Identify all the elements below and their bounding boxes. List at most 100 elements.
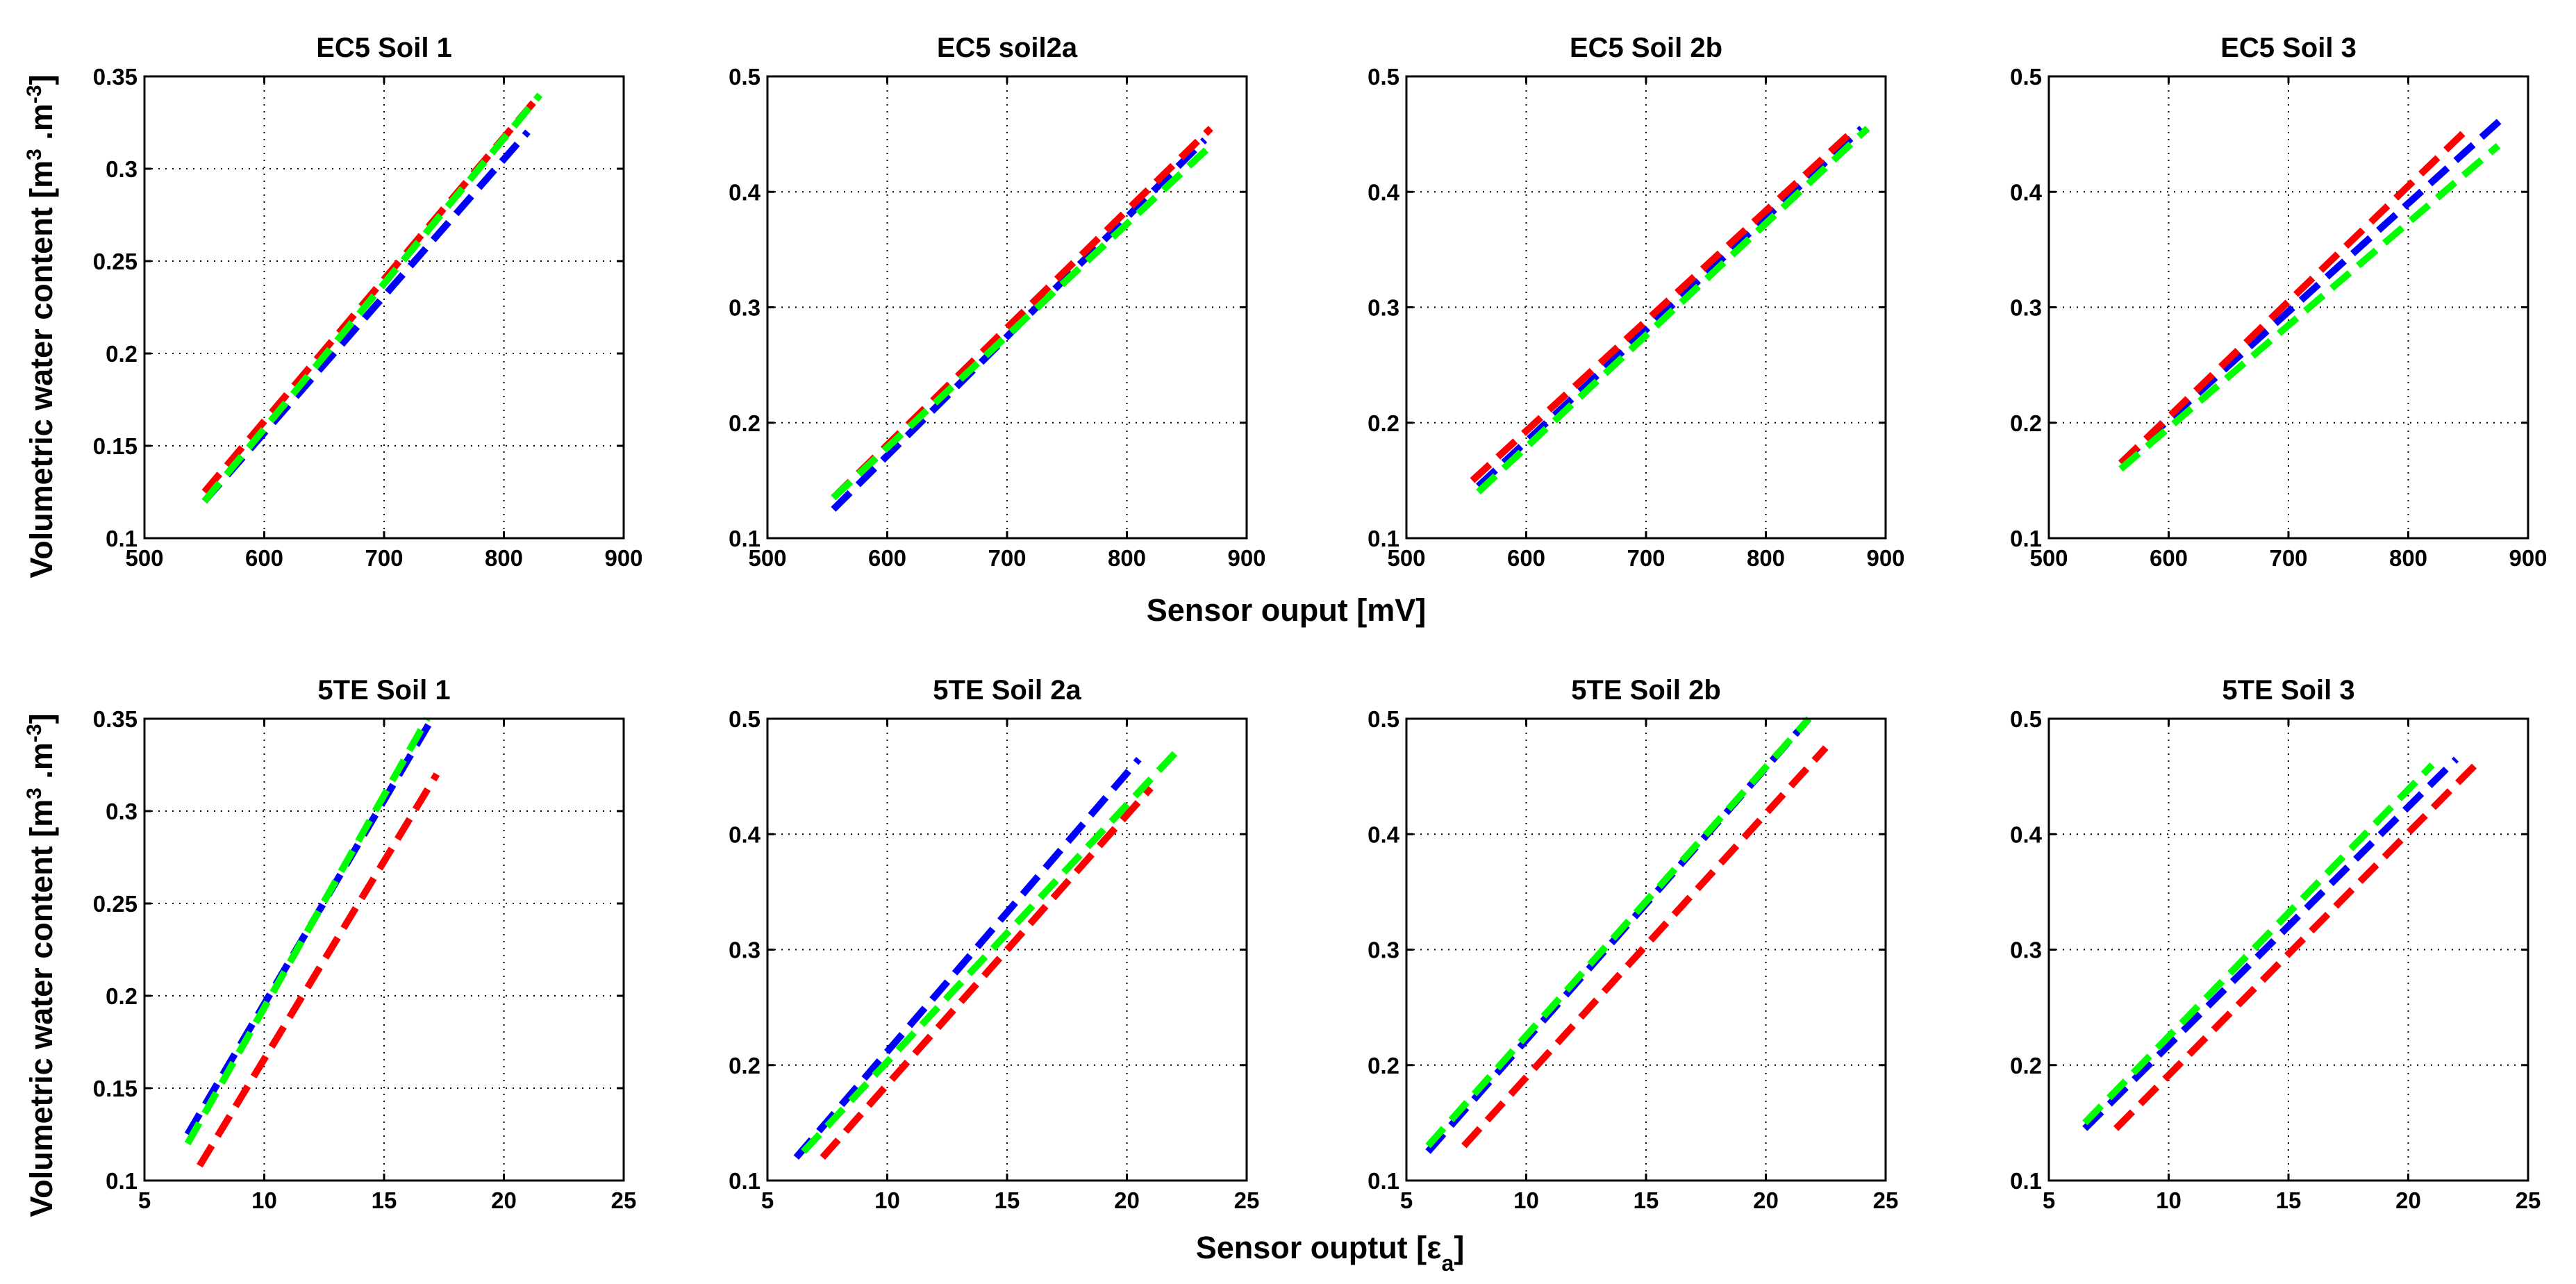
panel-title: EC5 Soil 3 xyxy=(2220,33,2357,63)
series-line-green xyxy=(2118,143,2501,472)
x-tick-label: 15 xyxy=(995,1187,1020,1213)
x-tick-label: 600 xyxy=(1507,545,1545,571)
y-tick-label: 0.2 xyxy=(729,410,761,436)
panel-title: 5TE Soil 1 xyxy=(317,675,450,706)
y-tick-label: 0.4 xyxy=(729,179,761,205)
y-tick-label: 0.2 xyxy=(106,983,138,1009)
x-tick-label: 5 xyxy=(761,1187,774,1213)
x-tick-label: 900 xyxy=(604,545,642,571)
y-tick-label: 0.3 xyxy=(106,156,138,182)
axes-background xyxy=(144,76,624,538)
y-tick-label: 0.2 xyxy=(1368,1053,1399,1078)
y-tick-label: 0.4 xyxy=(2010,822,2043,847)
x-tick-label: 600 xyxy=(868,545,906,571)
y-tick-label: 0.25 xyxy=(93,891,138,917)
y-tick-label: 0.5 xyxy=(729,706,761,732)
y-tick-label: 0.5 xyxy=(2010,706,2042,732)
series-line-green xyxy=(801,751,1178,1154)
x-tick-label: 800 xyxy=(1108,545,1146,571)
y-tick-label: 0.15 xyxy=(93,1076,138,1101)
y-tick-label: 0.3 xyxy=(2010,295,2042,321)
x-tick-label: 25 xyxy=(1234,1187,1260,1213)
y-tick-label: 0.3 xyxy=(1368,937,1399,963)
panel-title: 5TE Soil 2a xyxy=(933,675,1081,706)
x-tick-label: 10 xyxy=(874,1187,900,1213)
axes-background xyxy=(1406,719,1886,1181)
x-tick-label: 500 xyxy=(748,545,786,571)
x-tick-label: 20 xyxy=(491,1187,517,1213)
x-tick-label: 700 xyxy=(1627,545,1665,571)
panels: 500 600 700 800 9000.10.150.20.250.30.35EC5 … xyxy=(93,33,2548,1213)
y-tick-label: 0.2 xyxy=(106,341,138,367)
x-tick-label: 20 xyxy=(1753,1187,1779,1213)
x-tick-label: 500 xyxy=(125,545,163,571)
x-tick-label: 700 xyxy=(2269,545,2307,571)
series-line-green xyxy=(201,92,543,503)
panel-7: 5 10 15 20 25 0.1 0.2 0.3 0.4 0.5 5TE Soil 2b xyxy=(1368,675,1898,1213)
series-line-blue xyxy=(1476,126,1864,489)
x-tick-label: 15 xyxy=(2276,1187,2302,1213)
y-tick-label: 0.4 xyxy=(2010,179,2043,205)
series-line-green xyxy=(1425,716,1812,1149)
y-tick-label: 0.3 xyxy=(106,799,138,824)
y-tick-label: 0.3 xyxy=(2010,937,2042,963)
y-tick-label: 0.5 xyxy=(2010,64,2042,90)
panel-3: 500 600 700 800 900 0.1 0.2 0.3 0.4 0.5 EC5 Soil 2… xyxy=(1368,33,1904,571)
y-tick-label: 0.2 xyxy=(729,1053,761,1078)
panel-title: 5TE Soil 2b xyxy=(1571,675,1721,706)
x-tick-label: 5 xyxy=(138,1187,151,1213)
x-tick-label: 700 xyxy=(365,545,403,571)
series-line-red xyxy=(1470,126,1859,483)
panel-4: 500 600 700 800 900 0.1 0.2 0.3 0.4 0.5 EC5 Soil 3 xyxy=(2010,33,2547,571)
x-tick-label: 15 xyxy=(372,1187,397,1213)
x-tick-label: 25 xyxy=(2516,1187,2541,1213)
x-tick-label: 700 xyxy=(988,545,1026,571)
y-label-top: Volumetric water content [m3 .m-3] xyxy=(23,74,60,578)
x-tick-label: 800 xyxy=(2389,545,2427,571)
x-tick-label: 25 xyxy=(611,1187,637,1213)
y-tick-label: 0.2 xyxy=(2010,1053,2042,1078)
y-tick-label: 0.3 xyxy=(729,295,761,321)
axes-background xyxy=(767,76,1247,538)
y-tick-label: 0.35 xyxy=(93,64,138,90)
series-line-blue xyxy=(793,756,1142,1160)
panel-title: EC5 Soil 2b xyxy=(1570,33,1722,63)
y-tick-label: 0.25 xyxy=(93,249,138,274)
x-tick-label: 5 xyxy=(2043,1187,2055,1213)
series-line-green xyxy=(1476,126,1870,495)
y-tick-label: 0.4 xyxy=(1368,179,1400,205)
panel-1: 500 600 700 800 900 0.1 0.15 0.2 0.25 0.3 0.35 EC5 … xyxy=(93,33,643,571)
series-line-green xyxy=(831,143,1213,501)
x-tick-label: 15 xyxy=(1634,1187,1659,1213)
panel-title: 5TE Soil 3 xyxy=(2222,675,2354,706)
panel-6: 5 10 15 20 25 0.1 0.2 0.3 0.4 0.5 5TE Soil 2a xyxy=(729,675,1259,1213)
y-tick-label: 0.3 xyxy=(729,937,761,963)
y-tick-label: 0.1 xyxy=(106,1168,138,1194)
x-tick-label: 900 xyxy=(1227,545,1265,571)
y-tick-label: 0.5 xyxy=(729,64,761,90)
y-tick-label: 0.3 xyxy=(1368,295,1399,321)
x-tick-label: 600 xyxy=(2150,545,2188,571)
y-tick-label: 0.2 xyxy=(2010,410,2042,436)
x-tick-label: 5 xyxy=(1400,1187,1413,1213)
y-tick-label: 0.1 xyxy=(729,526,761,551)
y-tick-label: 0.1 xyxy=(106,526,138,551)
y-tick-label: 0.1 xyxy=(2010,1168,2042,1194)
x-tick-label: 800 xyxy=(485,545,523,571)
x-label-top: Sensor ouput [mV] xyxy=(1147,592,1427,628)
y-tick-label: 0.1 xyxy=(729,1168,761,1194)
y-tick-label: 0.15 xyxy=(93,433,138,459)
series-line-green xyxy=(2082,762,2435,1126)
panel-title: EC5 soil2a xyxy=(937,33,1078,63)
x-label-bottom: Sensor ouptut [εa] xyxy=(1196,1230,1465,1276)
axes-background xyxy=(1406,76,1886,538)
axes-background xyxy=(144,719,624,1181)
series-line-blue xyxy=(2082,756,2459,1131)
x-tick-label: 500 xyxy=(2029,545,2068,571)
series-line-green xyxy=(184,717,431,1146)
series-line-red xyxy=(820,785,1154,1160)
y-tick-label: 0.35 xyxy=(93,706,138,732)
panel-title: EC5 Soil 1 xyxy=(316,33,452,63)
x-tick-label: 900 xyxy=(2509,545,2547,571)
